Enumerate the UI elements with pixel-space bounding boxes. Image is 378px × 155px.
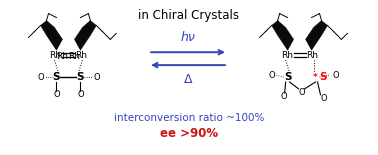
Text: S: S <box>77 72 84 82</box>
Polygon shape <box>272 20 294 50</box>
Text: S: S <box>53 72 60 82</box>
Text: O: O <box>320 94 327 103</box>
Text: in Chiral Crystals: in Chiral Crystals <box>138 9 240 22</box>
Text: *: * <box>313 73 318 82</box>
Text: hν: hν <box>181 31 195 44</box>
Text: Rh: Rh <box>280 51 293 60</box>
Text: Rh: Rh <box>75 51 87 60</box>
Text: Rh: Rh <box>307 51 319 60</box>
Text: Δ: Δ <box>184 73 192 86</box>
Text: O: O <box>37 73 44 82</box>
Polygon shape <box>305 20 327 50</box>
Text: Rh: Rh <box>56 52 68 61</box>
Text: S: S <box>319 72 327 82</box>
Text: O: O <box>298 88 305 97</box>
Text: O: O <box>280 92 287 101</box>
Text: ee >90%: ee >90% <box>160 127 218 140</box>
Text: O: O <box>332 71 339 80</box>
Polygon shape <box>74 20 96 50</box>
Text: Rh: Rh <box>50 51 62 60</box>
Text: interconversion ratio ~100%: interconversion ratio ~100% <box>114 113 264 123</box>
Text: O: O <box>53 90 60 99</box>
Text: S: S <box>284 72 291 82</box>
Text: O: O <box>77 90 84 99</box>
Text: Rh: Rh <box>68 52 81 61</box>
Polygon shape <box>40 20 62 50</box>
Text: O: O <box>93 73 100 82</box>
Text: O: O <box>268 71 275 80</box>
